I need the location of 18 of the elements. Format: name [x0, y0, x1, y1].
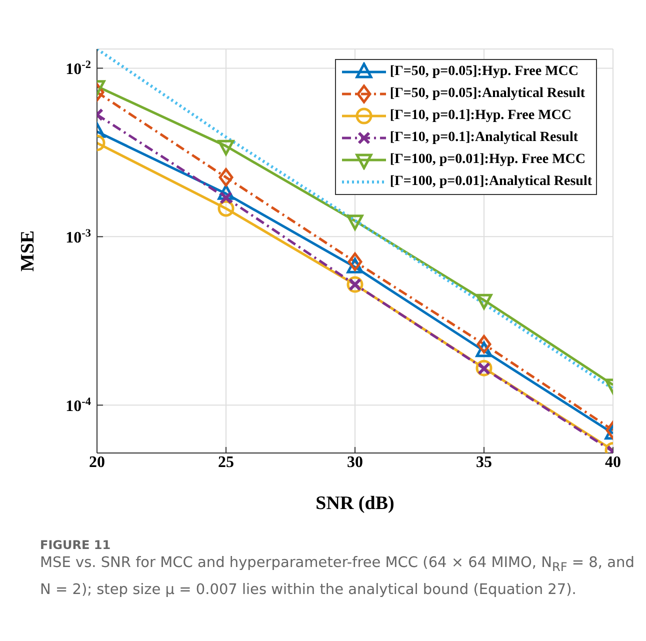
legend-label: [Γ=50, p=0.05]:Hyp. Free MCC	[390, 64, 578, 80]
legend-label: [Γ=100, p=0.01]:Analytical Result	[390, 174, 592, 190]
x-tick-label: 40	[605, 454, 621, 471]
x-tick-label: 25	[218, 454, 234, 471]
y-tick-label: 10$^{-2}$	[66, 59, 92, 78]
text: MSE vs. SNR for MCC and hyperparameter-free MCC (64 × 64 MIMO, N$_{RF}$ = 8, and N = 2); step size μ = 0.007 lies within the analytical bound (Equation 27).	[40, 554, 636, 600]
legend-label: [Γ=10, p=0.1]:Hyp. Free MCC	[390, 108, 572, 124]
y-tick-label: 10$^{-3}$	[66, 228, 92, 247]
x-axis-title: SNR (dB)	[316, 493, 394, 514]
x-tick-label: 35	[476, 454, 492, 471]
x-tick-label: 20	[89, 454, 105, 471]
caption: FIGURE 11	[40, 538, 112, 552]
legend-label: [Γ=100, p=0.01]:Hyp. Free MCC	[390, 152, 586, 168]
y-axis-title: MSE	[18, 230, 39, 272]
x-tick-label: 30	[347, 454, 363, 471]
legend-label: [Γ=10, p=0.1]:Analytical Result	[390, 130, 578, 146]
legend-label: [Γ=50, p=0.05]:Analytical Result	[390, 86, 585, 102]
y-tick-label: 10$^{-4}$	[66, 396, 92, 416]
